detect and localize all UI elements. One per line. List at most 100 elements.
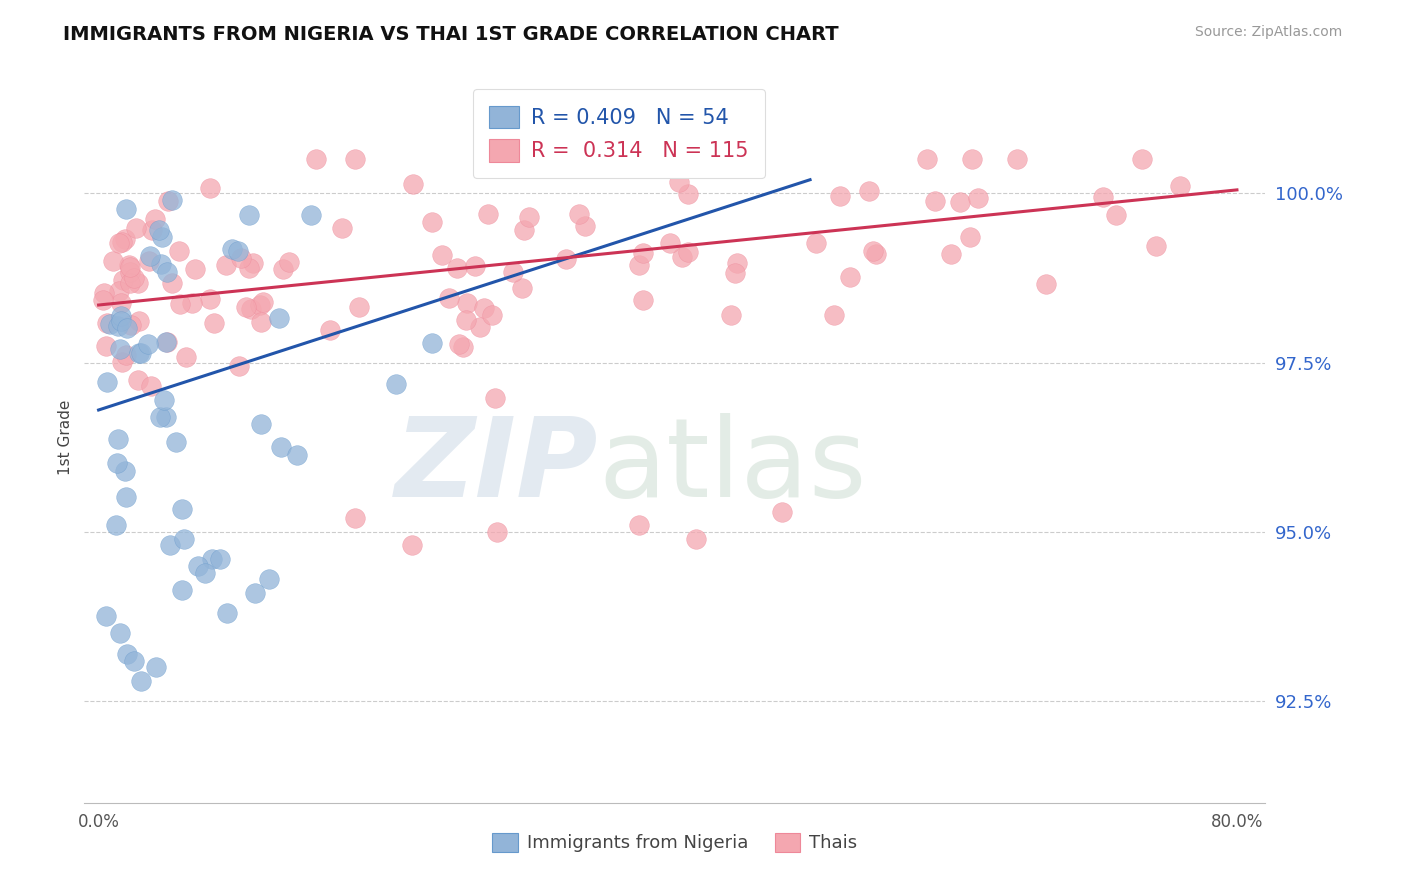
Point bbox=[120, 318, 142, 333]
Point bbox=[1168, 179, 1191, 194]
Point bbox=[215, 606, 238, 620]
Point bbox=[631, 293, 654, 307]
Point bbox=[304, 153, 326, 167]
Point bbox=[150, 230, 173, 244]
Point bbox=[159, 538, 181, 552]
Point bbox=[169, 297, 191, 311]
Point bbox=[830, 188, 852, 202]
Point bbox=[259, 572, 281, 586]
Point bbox=[229, 251, 252, 265]
Point bbox=[299, 207, 322, 221]
Point bbox=[252, 294, 274, 309]
Point bbox=[105, 456, 128, 470]
Point bbox=[128, 346, 150, 360]
Point bbox=[823, 308, 845, 322]
Point bbox=[939, 246, 962, 260]
Point bbox=[343, 153, 366, 167]
Point bbox=[513, 223, 536, 237]
Point bbox=[924, 194, 946, 208]
Point bbox=[104, 518, 127, 533]
Point bbox=[214, 258, 236, 272]
Point bbox=[838, 269, 860, 284]
Point bbox=[330, 220, 353, 235]
Point bbox=[170, 501, 193, 516]
Point bbox=[111, 355, 134, 369]
Point bbox=[1035, 277, 1057, 291]
Point bbox=[723, 266, 745, 280]
Point bbox=[468, 319, 491, 334]
Point bbox=[150, 257, 173, 271]
Point bbox=[110, 314, 132, 328]
Point bbox=[115, 647, 138, 661]
Point bbox=[960, 153, 983, 167]
Point bbox=[238, 208, 260, 222]
Point bbox=[1130, 153, 1153, 167]
Point bbox=[235, 300, 257, 314]
Point bbox=[110, 235, 132, 249]
Point bbox=[96, 375, 118, 389]
Point bbox=[139, 249, 162, 263]
Point bbox=[554, 252, 576, 266]
Point bbox=[725, 255, 748, 269]
Point bbox=[96, 317, 118, 331]
Point bbox=[271, 261, 294, 276]
Point bbox=[124, 271, 146, 285]
Point bbox=[127, 276, 149, 290]
Point bbox=[484, 392, 506, 406]
Point bbox=[631, 246, 654, 260]
Point bbox=[481, 309, 503, 323]
Point bbox=[125, 220, 148, 235]
Point bbox=[129, 673, 152, 688]
Point bbox=[165, 435, 187, 450]
Point bbox=[249, 315, 271, 329]
Point bbox=[671, 250, 693, 264]
Point bbox=[949, 194, 972, 209]
Point bbox=[160, 193, 183, 207]
Point bbox=[420, 214, 443, 228]
Point bbox=[402, 177, 425, 191]
Point bbox=[1005, 153, 1028, 167]
Point bbox=[128, 314, 150, 328]
Point bbox=[420, 335, 443, 350]
Point bbox=[208, 552, 231, 566]
Point bbox=[94, 609, 117, 624]
Point bbox=[155, 335, 177, 350]
Point bbox=[148, 223, 170, 237]
Point bbox=[238, 261, 260, 276]
Point bbox=[172, 583, 194, 598]
Point bbox=[143, 211, 166, 226]
Point bbox=[129, 345, 152, 359]
Point bbox=[108, 284, 131, 298]
Point bbox=[93, 293, 115, 307]
Point bbox=[111, 273, 134, 287]
Point bbox=[122, 654, 145, 668]
Point bbox=[243, 586, 266, 600]
Point bbox=[139, 379, 162, 393]
Point bbox=[270, 440, 292, 454]
Point bbox=[250, 417, 273, 431]
Point bbox=[98, 317, 121, 331]
Point bbox=[115, 321, 138, 335]
Point bbox=[201, 552, 224, 566]
Point bbox=[239, 301, 262, 316]
Point bbox=[915, 153, 938, 167]
Text: atlas: atlas bbox=[598, 413, 866, 520]
Point bbox=[249, 298, 271, 312]
Point bbox=[173, 532, 195, 546]
Legend: Immigrants from Nigeria, Thais: Immigrants from Nigeria, Thais bbox=[485, 826, 865, 860]
Point bbox=[228, 359, 250, 373]
Point bbox=[157, 194, 180, 208]
Point bbox=[502, 265, 524, 279]
Point bbox=[114, 232, 136, 246]
Point bbox=[174, 350, 197, 364]
Point bbox=[574, 219, 596, 233]
Point bbox=[451, 340, 474, 354]
Point bbox=[101, 253, 124, 268]
Point bbox=[115, 490, 138, 504]
Point bbox=[120, 277, 142, 291]
Point bbox=[108, 626, 131, 640]
Point bbox=[138, 253, 160, 268]
Point bbox=[93, 285, 115, 300]
Point bbox=[449, 337, 471, 351]
Point bbox=[226, 244, 249, 259]
